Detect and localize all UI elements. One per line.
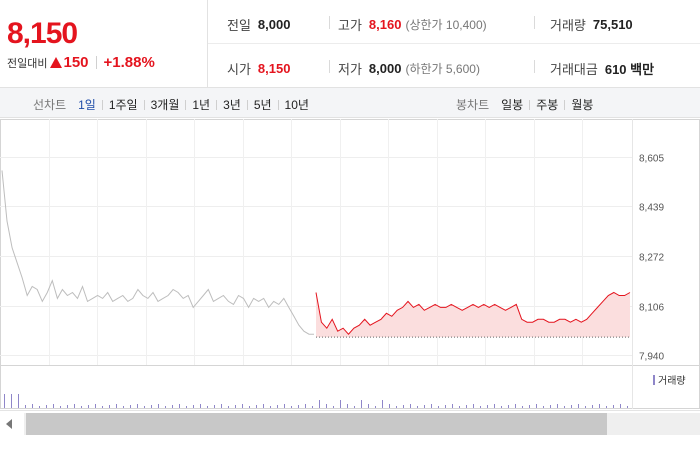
price-chart: 8,605 8,439 8,272 8,106 7,940 거래량 [0, 119, 700, 410]
stat-label: 거래량 [550, 18, 586, 33]
y-tick-label: 8,605 [639, 154, 664, 165]
stat-value: 610 백만 [604, 62, 655, 77]
stat-value: 8,160 [368, 17, 402, 32]
volume-legend-label: 거래량 [658, 376, 686, 387]
up-arrow-icon [50, 57, 63, 68]
change-label: 전일대비 [7, 57, 48, 70]
stat-open: 시가 8,150 [227, 59, 290, 78]
stat-label: 시가 [227, 62, 251, 77]
volume-legend-swatch [653, 374, 655, 385]
period-toolbar: 선차트 1일 1주일 3개월 1년 3년 5년 10년 봉차트 일봉 주봉 월봉 [0, 88, 700, 118]
y-tick-label: 8,272 [639, 253, 664, 264]
current-price: 8,150 [7, 17, 78, 50]
today-area-fill [316, 292, 630, 338]
divider [529, 99, 531, 110]
current-price-box: 8,150 전일대비 150 +1.88% [0, 0, 208, 88]
stat-amount: 거래대금 610 백만 [550, 59, 654, 78]
stat-label: 저가 [338, 62, 362, 77]
stat-low: 저가 8,000 (하한가 5,600) [338, 59, 480, 78]
divider [564, 99, 566, 110]
divider [329, 16, 330, 29]
price-chart-svg: 8,605 8,439 8,272 8,106 7,940 [0, 119, 700, 409]
chart-scrollbar[interactable] [0, 410, 700, 436]
line-chart-title: 선차트 [33, 98, 67, 112]
stats-row-1: 전일 8,000 고가 8,160 (상한가 10,400) 거래량 75,51… [208, 0, 700, 44]
divider [534, 16, 535, 29]
stat-sub: (하한가 5,600) [405, 62, 480, 76]
change-rate: +1.88% [103, 54, 155, 71]
prev-day-line [1, 170, 314, 335]
divider [329, 60, 330, 73]
period-10y[interactable]: 10년 [284, 98, 309, 112]
stat-value: 8,150 [257, 61, 291, 76]
stat-sub: (상한가 10,400) [405, 18, 487, 32]
stat-label: 고가 [338, 18, 362, 33]
change-value: 150 [63, 54, 89, 71]
period-5y[interactable]: 5년 [253, 98, 272, 112]
candle-chart-title: 봉차트 [456, 98, 490, 112]
divider [95, 56, 97, 69]
period-daily[interactable]: 일봉 [501, 98, 524, 112]
period-monthly[interactable]: 월봉 [571, 98, 594, 112]
today-line [315, 291, 631, 335]
stats-row-2: 시가 8,150 저가 8,000 (하한가 5,600) 거래대금 610 백… [208, 44, 700, 88]
stat-high: 고가 8,160 (상한가 10,400) [338, 15, 487, 34]
scroll-thumb[interactable] [26, 413, 607, 435]
stat-value: 8,000 [368, 61, 402, 76]
period-1d[interactable]: 1일 [78, 98, 96, 112]
stat-volume: 거래량 75,510 [550, 15, 633, 34]
line-chart-periods: 선차트 1일 1주일 3개월 1년 3년 5년 10년 [33, 96, 309, 113]
period-1w[interactable]: 1주일 [108, 98, 138, 112]
divider [185, 99, 187, 110]
volume-legend: 거래량 [653, 372, 686, 387]
scroll-left-icon[interactable] [6, 419, 12, 429]
period-weekly[interactable]: 주봉 [536, 98, 559, 112]
candle-chart-periods: 봉차트 일봉 주봉 월봉 [456, 96, 593, 113]
y-tick-label: 8,106 [639, 303, 664, 314]
divider [246, 99, 248, 110]
divider [143, 99, 145, 110]
change-row: 전일대비 150 +1.88% [7, 54, 155, 71]
divider [101, 99, 103, 110]
divider [534, 60, 535, 73]
y-tick-label: 7,940 [639, 352, 664, 363]
stat-label: 거래대금 [550, 62, 598, 77]
stat-prev-close: 전일 8,000 [227, 15, 290, 34]
stat-value: 75,510 [592, 17, 633, 32]
period-3y[interactable]: 3년 [223, 98, 241, 112]
stat-value: 8,000 [257, 17, 291, 32]
y-tick-label: 8,439 [639, 203, 664, 214]
period-1y[interactable]: 1년 [192, 98, 211, 112]
divider [216, 99, 218, 110]
price-summary: 8,150 전일대비 150 +1.88% 전일 8,000 고가 8,160 … [0, 0, 700, 88]
period-3m[interactable]: 3개월 [150, 98, 180, 112]
stat-label: 전일 [227, 18, 251, 33]
divider [277, 99, 279, 110]
